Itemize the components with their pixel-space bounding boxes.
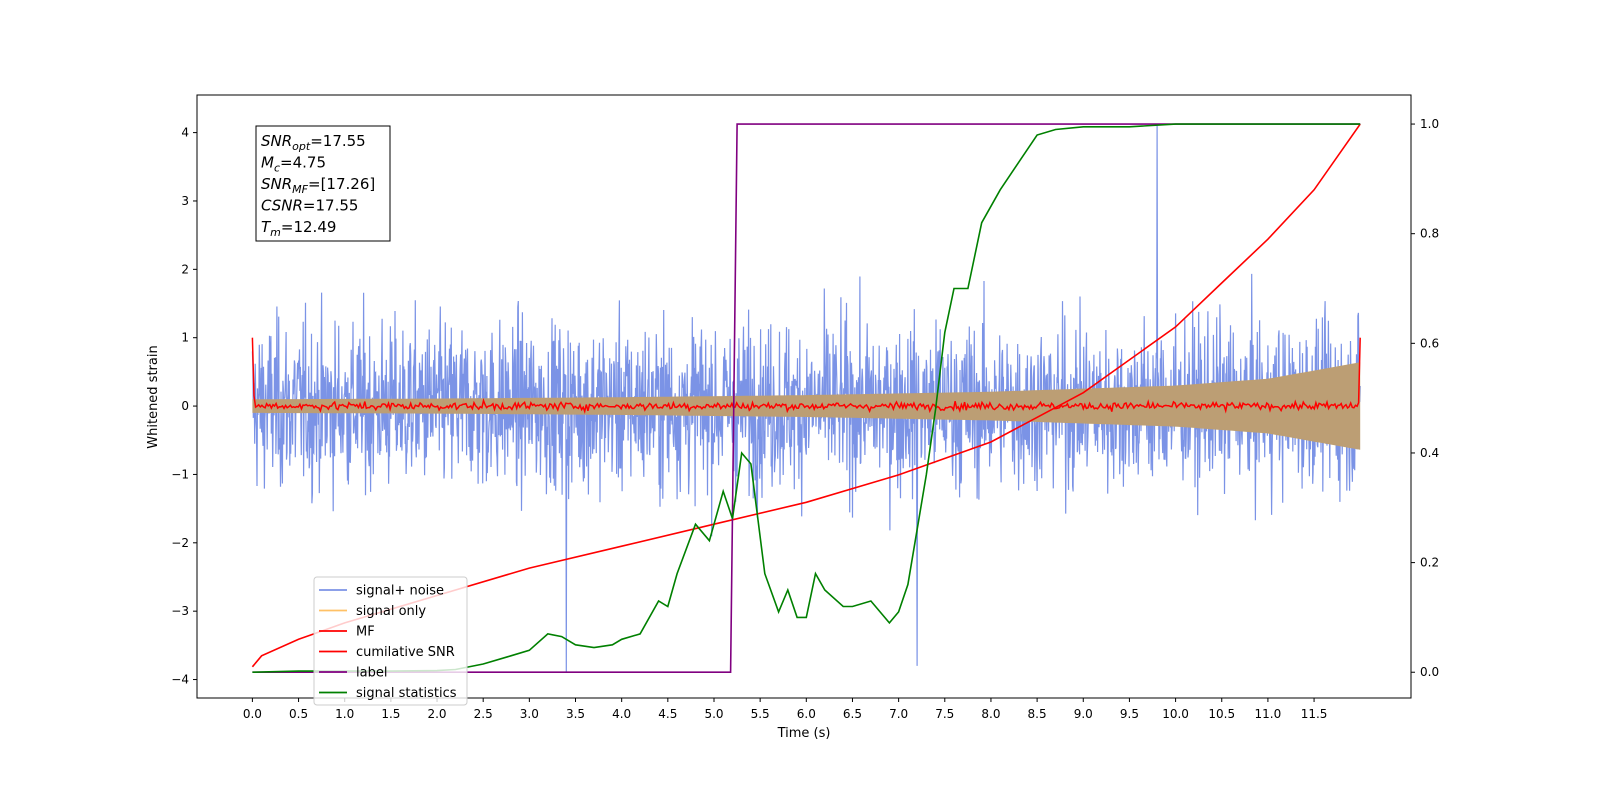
- x-tick-label: 11.0: [1255, 707, 1282, 721]
- x-tick-label: 4.0: [612, 707, 631, 721]
- legend-label: signal+ noise: [356, 584, 444, 599]
- y-tick-label: 0: [181, 399, 189, 413]
- legend: signal+ noise signal only MF cumilative SNR…: [313, 576, 468, 706]
- x-tick-label: 1.0: [335, 707, 354, 721]
- y-tick-label: −2: [171, 536, 189, 550]
- x-tick-label: 2.0: [427, 707, 446, 721]
- legend-items: signal+ noise signal only MF cumilative SNR…: [319, 584, 457, 701]
- x-tick-label: 1.5: [381, 707, 400, 721]
- annotation-lines: SNRopt=17.55Mc=4.75SNRMF=[17.26]CSNR=17.…: [261, 132, 375, 239]
- y-right-tick-label: 1.0: [1420, 117, 1439, 131]
- x-tick-label: 3.5: [566, 707, 585, 721]
- legend-label: MF: [356, 625, 375, 640]
- y-axis-right: 1.0 0.8 0.6 0.4 0.2 0.0: [1411, 117, 1439, 679]
- y-tick-label: 4: [181, 126, 189, 140]
- y-right-tick-label: 0.6: [1420, 336, 1439, 350]
- legend-label: cumilative SNR: [356, 645, 455, 660]
- y-tick-label: 2: [181, 262, 189, 276]
- y-tick-label: −1: [171, 467, 189, 481]
- y-right-tick-label: 0.4: [1420, 446, 1439, 460]
- x-tick-label: 8.0: [981, 707, 1000, 721]
- series-mf: [251, 337, 1361, 415]
- x-tick-label: 7.5: [935, 707, 954, 721]
- series-label: [252, 123, 1361, 674]
- y-right-tick-label: 0.0: [1420, 665, 1439, 679]
- x-tick-label: 9.5: [1120, 707, 1139, 721]
- legend-label: signal only: [356, 604, 426, 619]
- legend-frame: [313, 576, 468, 706]
- x-tick-label: 9.0: [1074, 707, 1093, 721]
- series-signal-statistics: [252, 123, 1361, 673]
- y-axis-left: 4 3 2 1 0 −1 −2 −3 −4: [171, 126, 197, 687]
- annotation-box: SNRopt=17.55Mc=4.75SNRMF=[17.26]CSNR=17.…: [255, 125, 391, 242]
- x-axis: 0.0 0.5 1.0 1.5 2.0 2.5 3.0 3.5 4.0 4.5 5.0 5.5 6.0 6…: [243, 698, 1328, 721]
- annotation-line: SNRopt=17.55: [261, 132, 366, 153]
- annotation-line: CSNR=17.55: [261, 197, 358, 215]
- legend-label: signal statistics: [356, 686, 457, 701]
- x-tick-label: 0.5: [289, 707, 308, 721]
- x-tick-label: 7.0: [889, 707, 908, 721]
- x-tick-label: 6.5: [843, 707, 862, 721]
- x-tick-label: 2.5: [474, 707, 493, 721]
- legend-label: label: [356, 666, 387, 681]
- y-axis-label: Whitened strain: [146, 345, 161, 448]
- x-tick-label: 3.0: [520, 707, 539, 721]
- x-tick-label: 8.5: [1028, 707, 1047, 721]
- annotation-line: SNRMF=[17.26]: [261, 175, 375, 196]
- y-right-tick-label: 0.2: [1420, 556, 1439, 570]
- x-tick-label: 5.0: [704, 707, 723, 721]
- x-axis-label: Time (s): [777, 726, 831, 741]
- y-tick-label: −4: [171, 673, 189, 687]
- series-signal-noise: [251, 125, 1361, 673]
- x-tick-label: 5.5: [751, 707, 770, 721]
- y-tick-label: 1: [181, 331, 189, 345]
- annotation-line: Tm=12.49: [261, 218, 336, 239]
- plot-frame: [196, 94, 1412, 699]
- annotation-line: Mc=4.75: [261, 154, 326, 175]
- x-tick-label: 10.5: [1208, 707, 1235, 721]
- x-tick-label: 11.5: [1301, 707, 1328, 721]
- x-tick-label: 6.0: [797, 707, 816, 721]
- x-tick-label: 4.5: [658, 707, 677, 721]
- x-tick-label: 0.0: [243, 707, 262, 721]
- annotation-box-frame: [255, 125, 391, 242]
- y-tick-label: 3: [181, 194, 189, 208]
- y-tick-label: −3: [171, 604, 189, 618]
- x-tick-label: 10.0: [1162, 707, 1189, 721]
- y-right-tick-label: 0.8: [1420, 227, 1439, 241]
